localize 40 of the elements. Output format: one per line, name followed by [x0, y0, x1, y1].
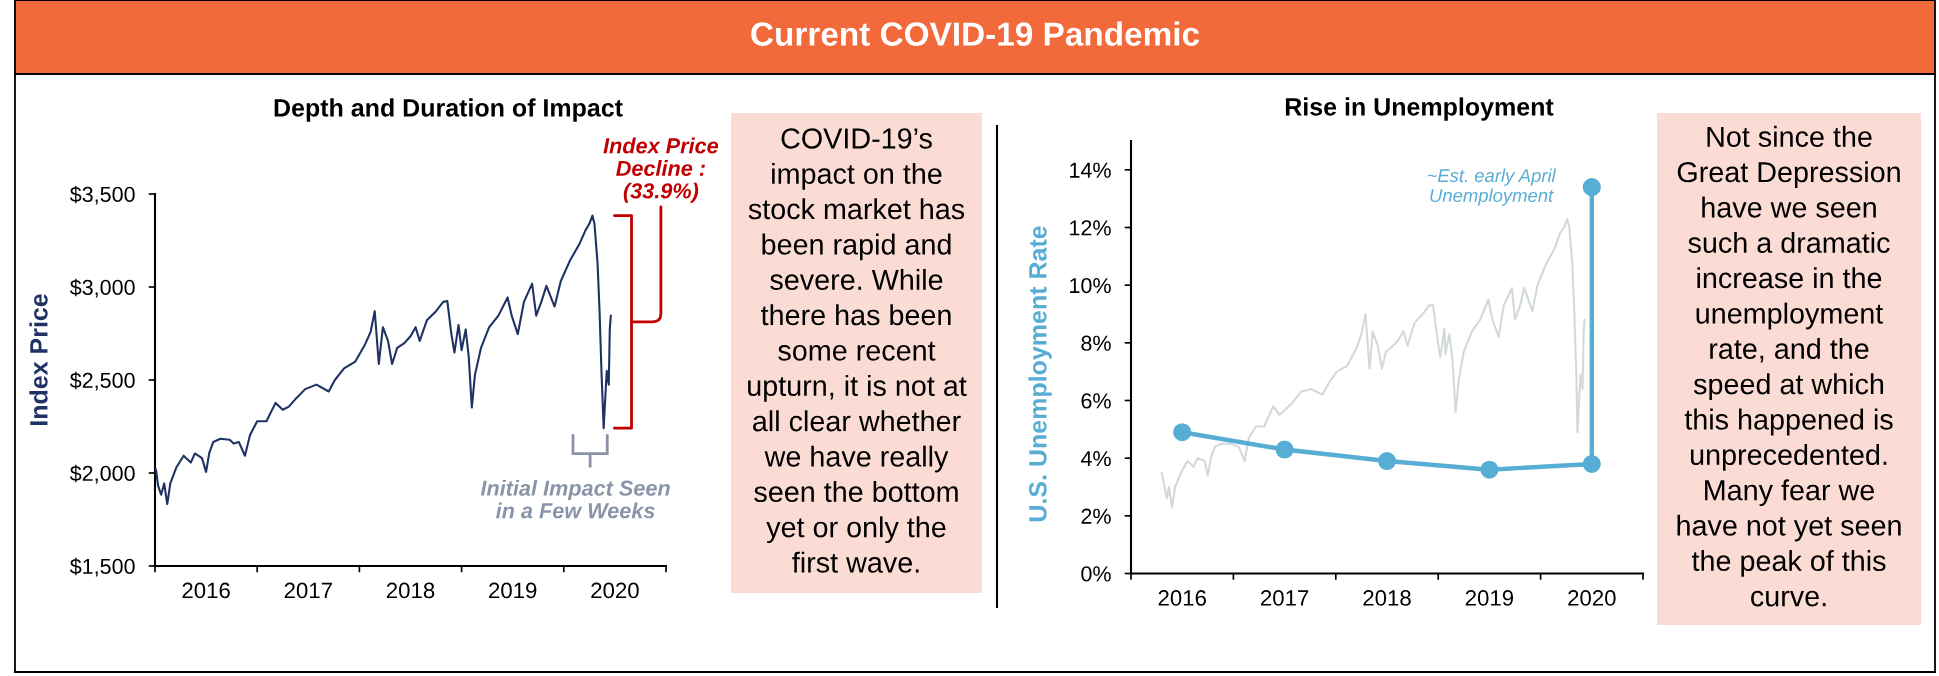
x-tick-label: 2017 [284, 582, 332, 599]
y-tick-label: 0% [1081, 566, 1111, 582]
point [1377, 452, 1397, 471]
x-tick-label: 2016 [1158, 590, 1206, 606]
y-tick-label: $2,500 [69, 371, 135, 391]
y-tick-label: $3,000 [69, 278, 135, 298]
y-tick-label: $1,500 [69, 557, 135, 577]
x-tick-label: 2019 [489, 582, 537, 599]
y-axis-title: U.S. Unemployment Rate [1028, 226, 1052, 522]
x-tick-label: 2020 [1568, 590, 1616, 606]
y-tick-label: $2,000 [69, 464, 135, 484]
point [1480, 460, 1499, 479]
annotation: Initial Impact Seen in a Few Weeks [480, 479, 670, 519]
chart-title: Depth and Duration of Impact [274, 98, 623, 122]
y-tick-label: 14% [1070, 162, 1111, 178]
y-tick-label: 10% [1070, 277, 1111, 294]
point [1582, 178, 1601, 197]
x-tick-label: 2017 [1261, 590, 1309, 606]
point [1275, 440, 1294, 459]
annotation: Index Price Decline : (33.9%) [603, 137, 719, 203]
x-tick-label: 2020 [591, 582, 639, 599]
y-tick-label: $3,500 [69, 185, 135, 205]
y-axis-title: Index Price [29, 294, 48, 426]
x-tick-label: 2019 [1465, 590, 1514, 606]
x-tick-label: 2016 [182, 582, 230, 599]
y-tick-label: 8% [1081, 335, 1111, 351]
annotation: ~Est. early April Unemployment [1427, 168, 1557, 206]
y-tick-label: 6% [1081, 393, 1111, 409]
y-tick-label: 12% [1070, 220, 1111, 236]
y-tick-label: 4% [1080, 451, 1111, 467]
x-tick-label: 2018 [1363, 590, 1411, 606]
text: COVID-19’s impact on the stock market has been rapid and severe. While there has been some recent upturn, it is not at all clear whether we have really seen the bottom yet or only the first wave. [748, 128, 967, 573]
chart-title: Rise in Unemployment [1285, 97, 1554, 121]
x-tick-label: 2018 [386, 582, 435, 599]
text: Not since the Great Depression have we seen such a dramatic increase in the unemployment rate, and the speed at which this happened is unprecedented. Many fear we have not yet seen the peak of this curve. [1677, 125, 1901, 607]
line-series [1160, 217, 1586, 509]
text: Current COVID-19 Pandemic [751, 21, 1200, 46]
y-tick-label: 2% [1081, 508, 1111, 524]
point [1173, 423, 1192, 442]
point [1582, 454, 1601, 473]
